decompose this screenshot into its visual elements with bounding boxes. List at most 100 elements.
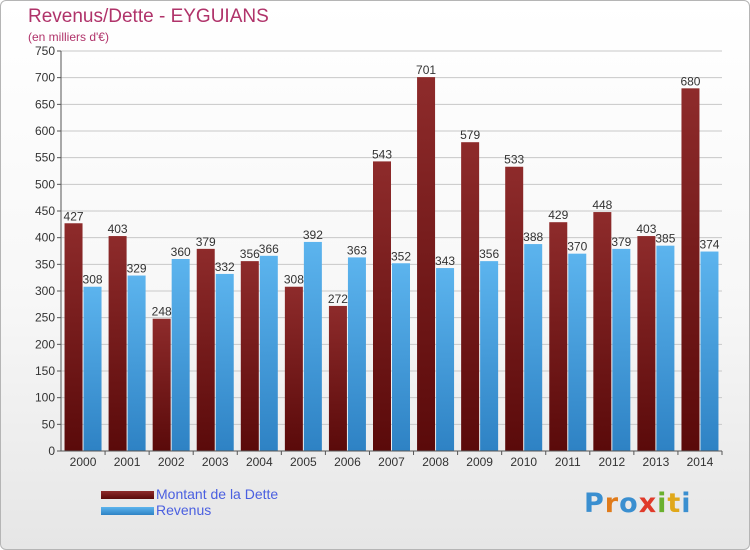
y-tick-label: 0 bbox=[48, 444, 55, 458]
y-tick-label: 150 bbox=[35, 364, 55, 378]
y-tick-label: 500 bbox=[35, 177, 55, 191]
bar-debt bbox=[64, 223, 83, 451]
bar-debt bbox=[152, 318, 171, 451]
data-label-debt: 427 bbox=[64, 209, 84, 223]
bar-debt bbox=[505, 166, 524, 451]
x-tick-label: 2013 bbox=[643, 455, 670, 469]
y-tick-label: 100 bbox=[35, 391, 55, 405]
x-tick-label: 2006 bbox=[334, 455, 361, 469]
x-tick-label: 2002 bbox=[158, 455, 185, 469]
data-label-debt: 680 bbox=[680, 74, 700, 88]
x-tick-label: 2004 bbox=[246, 455, 273, 469]
logo-letter: i bbox=[681, 488, 692, 519]
bar-revenue bbox=[347, 257, 366, 451]
y-tick-label: 750 bbox=[35, 44, 55, 58]
bar-debt bbox=[373, 161, 391, 451]
data-label-revenue: 363 bbox=[347, 243, 367, 257]
bar-debt bbox=[681, 88, 700, 451]
data-label-debt: 579 bbox=[460, 128, 480, 142]
data-label-revenue: 385 bbox=[655, 232, 675, 246]
y-tick-label: 700 bbox=[35, 71, 55, 85]
bar-revenue bbox=[480, 261, 499, 451]
bar-revenue bbox=[259, 255, 278, 451]
data-label-debt: 379 bbox=[196, 235, 216, 249]
data-label-debt: 543 bbox=[372, 147, 392, 161]
legend-label-revenue: Revenus bbox=[156, 502, 212, 518]
bar-revenue bbox=[127, 275, 146, 451]
x-tick-label: 2007 bbox=[378, 455, 405, 469]
x-tick-label: 2011 bbox=[555, 455, 581, 469]
bar-debt bbox=[637, 236, 656, 451]
legend-swatch-debt bbox=[101, 491, 154, 499]
data-label-revenue: 308 bbox=[83, 273, 103, 287]
bar-debt bbox=[328, 305, 347, 451]
x-tick-label: 2014 bbox=[687, 455, 714, 469]
data-label-revenue: 356 bbox=[479, 247, 499, 261]
data-label-revenue: 388 bbox=[523, 230, 543, 244]
data-label-revenue: 379 bbox=[611, 235, 631, 249]
bar-revenue bbox=[436, 268, 455, 451]
data-label-revenue: 366 bbox=[259, 242, 279, 256]
y-tick-label: 550 bbox=[35, 151, 55, 165]
bar-revenue bbox=[83, 286, 102, 451]
x-tick-label: 2000 bbox=[70, 455, 97, 469]
data-label-revenue: 352 bbox=[391, 249, 411, 263]
legend-label-debt: Montant de la Dette bbox=[156, 486, 279, 502]
bar-revenue bbox=[171, 259, 190, 451]
data-label-debt: 403 bbox=[636, 222, 656, 236]
logo-letter: i bbox=[657, 488, 668, 519]
data-label-debt: 272 bbox=[328, 292, 348, 306]
data-label-revenue: 329 bbox=[127, 262, 147, 276]
data-label-revenue: 360 bbox=[171, 245, 191, 259]
bar-debt bbox=[417, 77, 436, 451]
x-tick-label: 2012 bbox=[598, 455, 625, 469]
bar-revenue bbox=[700, 251, 719, 451]
data-label-debt: 308 bbox=[284, 273, 304, 287]
x-tick-label: 2010 bbox=[510, 455, 537, 469]
logo-letter: r bbox=[604, 488, 620, 519]
data-label-debt: 248 bbox=[152, 305, 172, 319]
x-tick-label: 2003 bbox=[202, 455, 229, 469]
y-tick-label: 600 bbox=[35, 124, 55, 138]
logo-letter: t bbox=[667, 488, 682, 519]
x-tick-label: 2009 bbox=[466, 455, 493, 469]
y-tick-label: 50 bbox=[42, 417, 56, 431]
bar-debt bbox=[549, 222, 568, 451]
bar-revenue bbox=[568, 253, 587, 451]
y-tick-label: 400 bbox=[35, 231, 55, 245]
bar-debt bbox=[593, 212, 612, 451]
bar-debt bbox=[284, 286, 303, 451]
bar-revenue bbox=[524, 244, 543, 451]
bar-debt bbox=[240, 261, 259, 451]
bar-revenue bbox=[392, 263, 410, 451]
data-label-revenue: 374 bbox=[699, 238, 719, 252]
y-tick-label: 350 bbox=[35, 257, 55, 271]
data-label-debt: 356 bbox=[240, 247, 260, 261]
x-tick-label: 2008 bbox=[422, 455, 449, 469]
bar-revenue bbox=[215, 273, 234, 451]
chart-subtitle: (en milliers d'€) bbox=[28, 30, 109, 44]
bar-revenue bbox=[612, 248, 631, 451]
y-tick-label: 450 bbox=[35, 204, 55, 218]
data-label-debt: 429 bbox=[548, 208, 568, 222]
logo-letter: x bbox=[638, 488, 658, 519]
x-tick-label: 2005 bbox=[290, 455, 317, 469]
y-tick-label: 650 bbox=[35, 97, 55, 111]
bar-revenue bbox=[656, 245, 675, 451]
bar-revenue bbox=[303, 241, 322, 451]
data-label-debt: 403 bbox=[108, 222, 128, 236]
bar-debt bbox=[108, 236, 127, 451]
data-label-revenue: 343 bbox=[435, 254, 455, 268]
data-label-debt: 701 bbox=[416, 63, 436, 77]
proxiti-logo: Proxiti bbox=[584, 488, 692, 519]
logo-letter: P bbox=[584, 488, 605, 519]
data-label-debt: 533 bbox=[504, 153, 524, 167]
logo-letter: o bbox=[619, 488, 639, 519]
data-label-revenue: 370 bbox=[567, 240, 587, 254]
legend-swatch-revenue bbox=[101, 507, 154, 515]
x-tick-label: 2001 bbox=[114, 455, 141, 469]
data-label-revenue: 332 bbox=[215, 260, 235, 274]
y-tick-label: 300 bbox=[35, 284, 55, 298]
